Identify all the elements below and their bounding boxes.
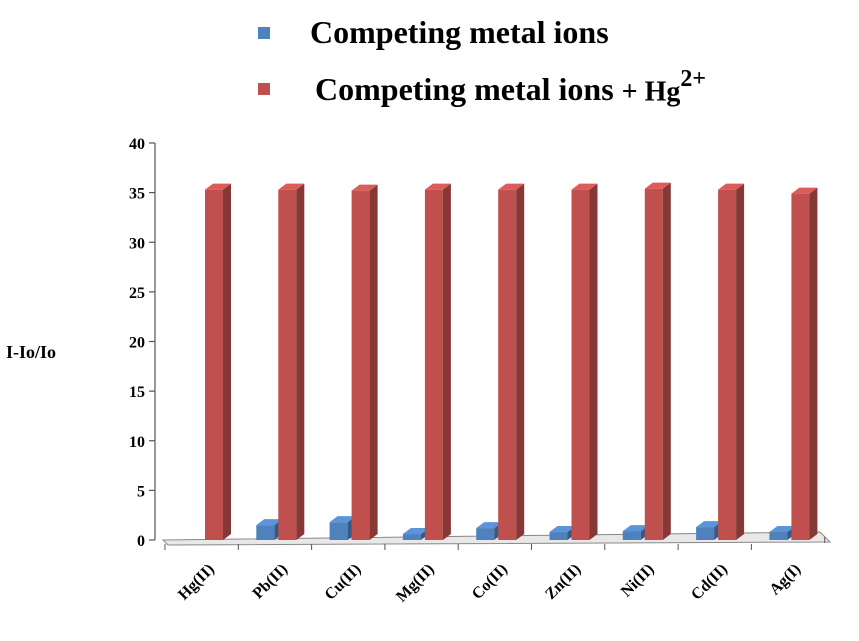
legend-item-series-2: Competing metal ions + Hg2+ [258,66,707,108]
y-tick-label: 20 [129,335,145,352]
x-tick-label: Ni(II) [618,561,658,601]
y-tick-label: 25 [129,285,145,302]
legend-swatch-series-1 [258,26,270,39]
x-tick-label: Pb(II) [250,561,292,603]
y-axis-label: I-Io/Io [6,342,57,362]
legend-label-hg-charge: 2+ [680,66,707,92]
x-tick-label: Cd(II) [688,561,731,604]
bar-series-2 [571,183,598,540]
y-tick-label: 5 [137,483,145,500]
bar-series-2 [644,182,671,540]
bar-series-2 [718,183,745,540]
x-tick-label: Mg(II) [393,561,438,606]
x-tick-label: Hg(II) [175,561,218,604]
y-tick-label: 40 [129,136,145,153]
bar-series-2 [791,187,818,540]
legend: Competing metal ions Competing metal ion… [0,0,859,110]
bar-series-2 [351,184,378,540]
bar-series-2 [424,183,451,540]
x-tick-label: Zn(II) [542,561,584,603]
legend-item-series-1: Competing metal ions [258,14,609,51]
y-tick-label: 15 [129,384,145,401]
legend-label-hg: + Hg2+ [621,66,707,108]
bar-series-2 [205,183,231,540]
legend-label-series-2: Competing metal ions [315,70,614,107]
y-tick-label: 35 [129,186,145,203]
y-tick-label: 0 [137,533,145,550]
y-tick-label: 10 [129,434,145,451]
y-tick-label: 30 [129,235,145,252]
bar-series-2 [498,183,525,540]
legend-label-series-1: Competing metal ions [310,14,609,50]
x-tick-label: Ag(I) [766,561,804,599]
bar-series-2 [278,183,305,540]
x-tick-label: Co(II) [469,561,511,603]
x-tick-label: Cu(II) [322,561,365,604]
legend-swatch-series-2 [258,83,270,96]
